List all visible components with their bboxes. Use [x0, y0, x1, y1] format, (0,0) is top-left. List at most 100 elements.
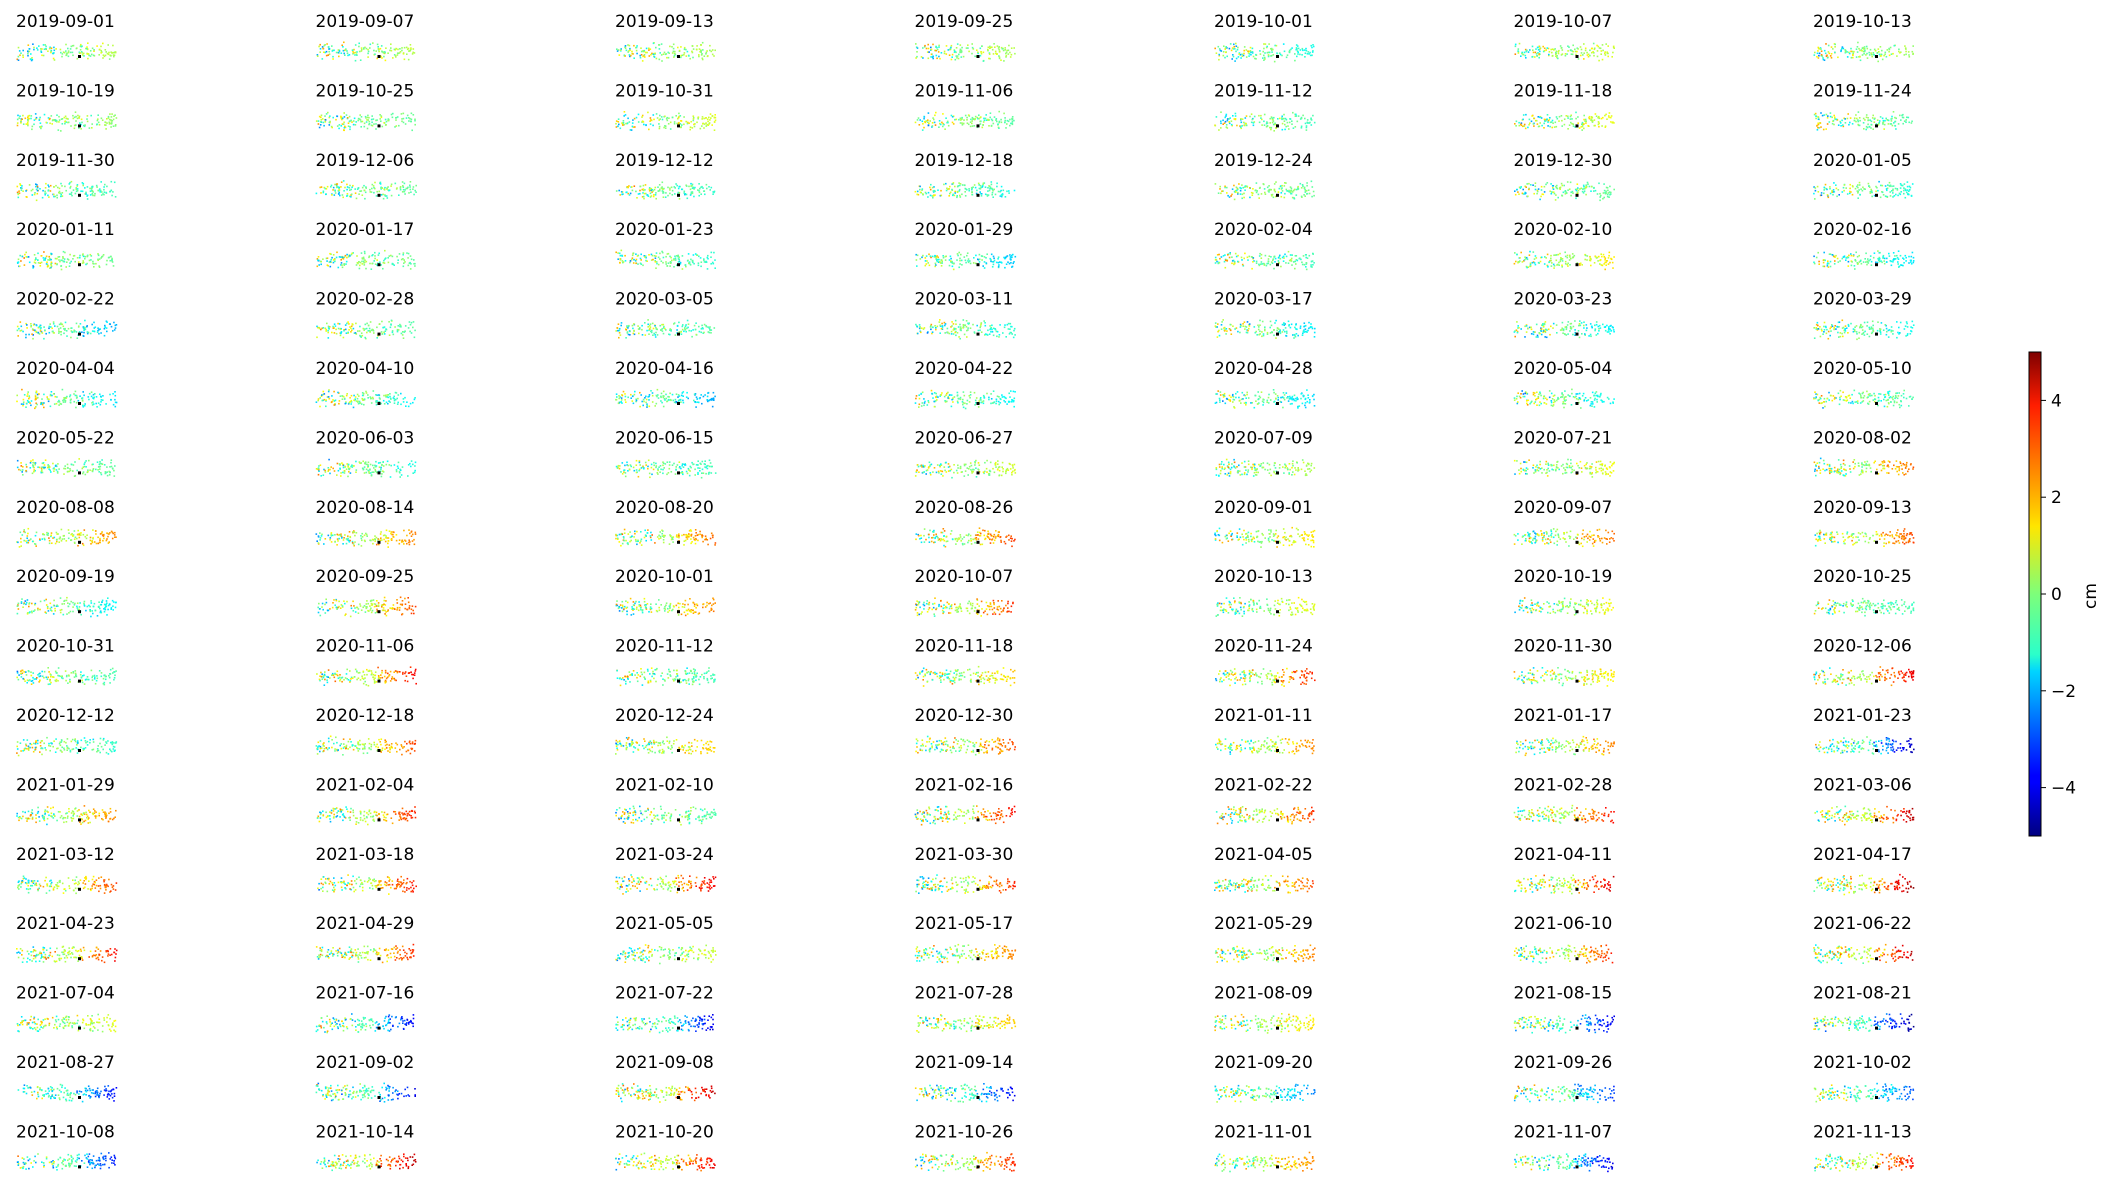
- data-point: [337, 322, 339, 325]
- data-point: [363, 184, 365, 187]
- data-point: [70, 45, 73, 48]
- panel-title: 2020-03-05: [615, 290, 714, 310]
- data-point: [1304, 330, 1306, 333]
- data-point: [631, 189, 634, 192]
- data-point: [1815, 256, 1818, 259]
- data-point: [384, 186, 386, 189]
- data-point: [1517, 261, 1519, 264]
- data-point: [1279, 185, 1282, 187]
- panel-2019-11-12: 2019-11-12: [1214, 81, 1316, 132]
- data-point: [1270, 47, 1273, 50]
- data-point: [369, 188, 371, 191]
- data-point: [678, 185, 681, 188]
- data-point: [686, 319, 689, 322]
- data-point: [1882, 256, 1884, 258]
- data-point: [371, 121, 373, 124]
- data-point: [47, 189, 50, 191]
- data-point: [376, 337, 378, 339]
- data-point: [1607, 55, 1609, 58]
- data-point: [1271, 49, 1273, 51]
- data-point: [686, 50, 689, 53]
- data-point: [60, 195, 62, 198]
- data-point: [86, 118, 88, 120]
- data-point: [1228, 256, 1231, 259]
- data-point: [978, 261, 981, 263]
- data-point: [1898, 48, 1900, 51]
- data-point: [1254, 57, 1256, 60]
- data-point: [51, 123, 53, 125]
- data-point: [1831, 189, 1833, 192]
- data-point: [1603, 183, 1605, 185]
- data-point: [1877, 257, 1879, 260]
- data-point: [694, 186, 696, 189]
- data-point: [1867, 119, 1870, 121]
- data-point: [622, 193, 624, 195]
- data-point: [341, 264, 343, 266]
- data-point: [412, 114, 415, 116]
- reference-point-marker: [1875, 124, 1878, 128]
- data-point: [1837, 124, 1840, 126]
- data-point: [326, 43, 328, 45]
- data-point: [1584, 120, 1586, 122]
- data-point: [1294, 53, 1296, 55]
- data-point: [1905, 256, 1907, 259]
- data-point: [624, 46, 626, 48]
- data-point: [990, 181, 993, 183]
- data-point: [1241, 259, 1243, 261]
- data-point: [349, 326, 351, 328]
- data-point: [361, 257, 364, 259]
- data-point: [99, 328, 101, 330]
- data-point: [69, 253, 71, 256]
- data-point: [1590, 258, 1592, 260]
- data-point: [336, 125, 339, 127]
- data-point: [955, 334, 957, 337]
- data-point: [1010, 262, 1012, 264]
- data-point: [639, 54, 641, 57]
- data-point: [70, 180, 73, 183]
- data-point: [1514, 252, 1516, 254]
- data-point: [403, 182, 406, 185]
- data-point: [1912, 261, 1915, 264]
- data-point: [1846, 117, 1849, 120]
- data-point: [87, 57, 89, 60]
- data-point: [101, 255, 104, 258]
- data-point: [619, 259, 622, 261]
- data-point: [1832, 48, 1834, 50]
- data-point: [1274, 195, 1277, 198]
- data-point: [1553, 267, 1555, 269]
- data-point: [112, 44, 114, 47]
- data-point: [971, 43, 973, 45]
- data-point: [378, 48, 380, 51]
- data-point: [98, 265, 100, 267]
- data-point: [959, 184, 961, 187]
- panel-title: 2020-02-04: [1214, 220, 1313, 240]
- data-point: [85, 193, 87, 195]
- data-point: [979, 120, 981, 123]
- data-point: [648, 128, 650, 131]
- data-point: [42, 257, 45, 259]
- data-point: [30, 59, 33, 62]
- data-point: [408, 192, 410, 194]
- data-point: [1593, 52, 1595, 54]
- data-point: [649, 117, 652, 119]
- data-point: [1266, 51, 1269, 54]
- data-point: [1858, 184, 1861, 186]
- data-point: [1224, 266, 1227, 269]
- data-point: [679, 115, 682, 117]
- data-point: [1844, 122, 1847, 124]
- data-point: [972, 48, 975, 50]
- data-point: [1612, 45, 1615, 48]
- data-point: [363, 189, 366, 192]
- data-point: [1887, 119, 1890, 122]
- data-point: [33, 193, 36, 196]
- data-point: [1559, 45, 1562, 47]
- data-point: [710, 256, 712, 258]
- data-point: [379, 181, 382, 184]
- data-point: [674, 187, 676, 189]
- data-point: [1858, 124, 1861, 127]
- panel-2019-09-25: 2019-09-25: [915, 12, 1016, 62]
- reference-point-marker: [1875, 193, 1878, 197]
- data-point: [1872, 256, 1875, 259]
- data-point: [110, 255, 112, 258]
- data-point: [1561, 264, 1563, 267]
